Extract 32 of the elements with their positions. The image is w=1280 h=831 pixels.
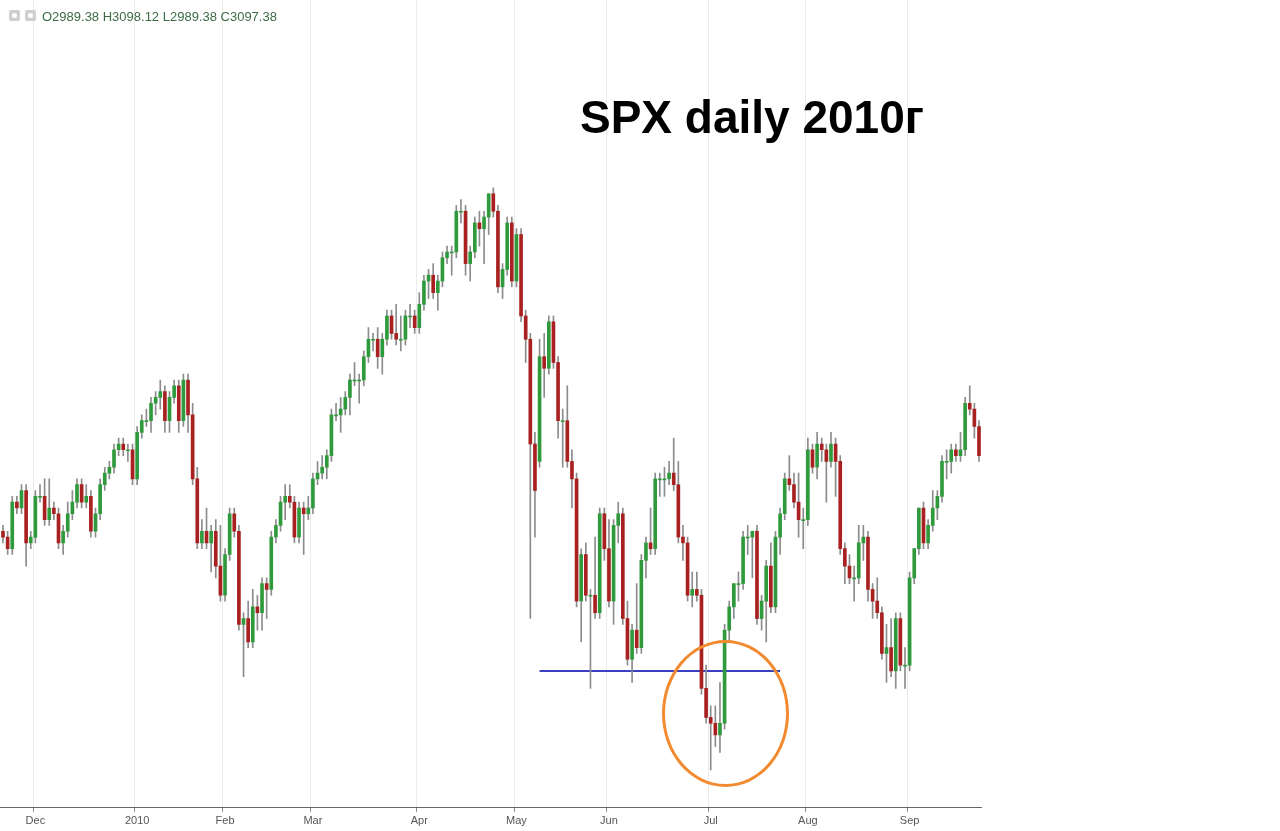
candlestick bbox=[84, 484, 89, 509]
candlestick bbox=[306, 496, 311, 520]
candlestick bbox=[283, 484, 287, 520]
candlestick bbox=[681, 525, 685, 561]
x-tick-label: Sep bbox=[899, 814, 920, 827]
x-tick-label: Feb bbox=[215, 814, 235, 827]
candlestick bbox=[967, 385, 972, 416]
candlestick bbox=[158, 379, 163, 410]
text: O2989.38 H3098.12 L2989.38 C3097.38 bbox=[42, 9, 277, 24]
x-tick-label: Mar bbox=[303, 814, 323, 827]
candlestick bbox=[819, 437, 824, 462]
candlestick bbox=[482, 210, 486, 264]
x-tick-label: May bbox=[506, 814, 528, 827]
x-tick-label: Jul bbox=[703, 814, 718, 827]
candlestick bbox=[593, 536, 597, 619]
x-tick-label: Aug bbox=[798, 814, 818, 827]
candlestick bbox=[47, 478, 52, 526]
candlestick bbox=[126, 443, 130, 462]
candlestick bbox=[394, 304, 399, 346]
candlestick bbox=[560, 408, 565, 468]
candlestick bbox=[398, 315, 403, 352]
candlestick bbox=[667, 461, 671, 486]
candlestick bbox=[287, 484, 292, 509]
chart-title: SPX daily 2010г bbox=[580, 90, 924, 144]
x-tick-label: 2010 bbox=[124, 814, 150, 827]
x-tick-label: Jun bbox=[600, 814, 618, 827]
candlestick bbox=[634, 583, 639, 654]
x-tick-label: Dec bbox=[25, 814, 46, 827]
candlestick bbox=[690, 571, 695, 608]
candlestick bbox=[542, 333, 547, 398]
x-tick-label: Apr bbox=[410, 814, 429, 827]
candlestick bbox=[209, 525, 213, 573]
